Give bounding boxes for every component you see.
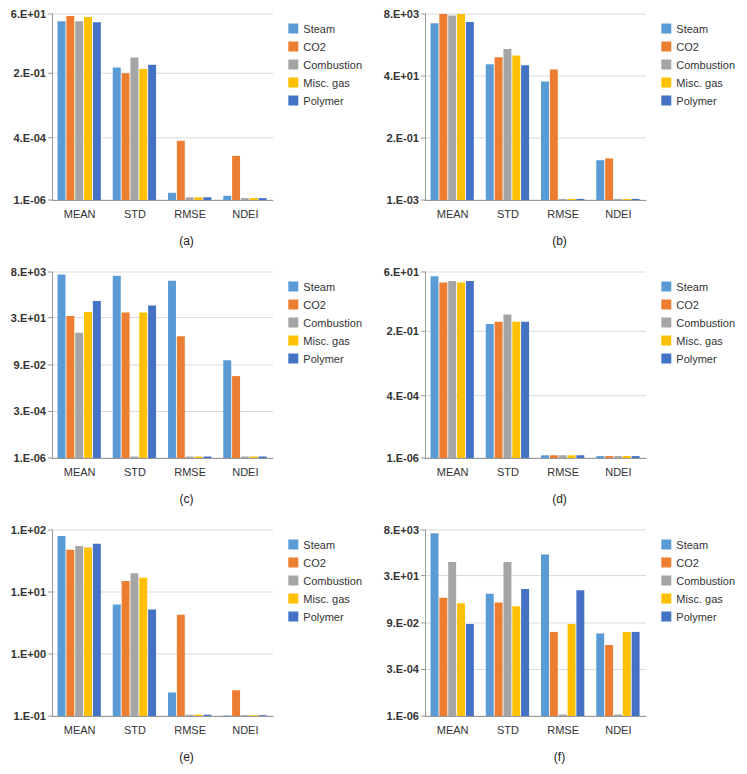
svg-text:STD: STD xyxy=(124,466,146,478)
svg-text:RMSE: RMSE xyxy=(174,466,206,478)
svg-text:2.E-01: 2.E-01 xyxy=(387,325,419,337)
svg-text:STD: STD xyxy=(124,724,146,736)
svg-text:MEAN: MEAN xyxy=(64,724,96,736)
svg-text:MEAN: MEAN xyxy=(437,724,469,736)
svg-text:CO2: CO2 xyxy=(676,557,699,569)
svg-text:Combustion: Combustion xyxy=(303,575,362,587)
svg-text:STD: STD xyxy=(497,466,519,478)
svg-text:NDEI: NDEI xyxy=(605,724,631,736)
svg-text:CO2: CO2 xyxy=(303,41,326,53)
svg-text:Combustion: Combustion xyxy=(303,317,362,329)
svg-text:Misc. gas: Misc. gas xyxy=(676,335,723,347)
svg-text:1.E-06: 1.E-06 xyxy=(14,194,46,206)
svg-text:Misc. gas: Misc. gas xyxy=(676,77,723,89)
svg-text:2.E-01: 2.E-01 xyxy=(387,132,419,144)
svg-text:RMSE: RMSE xyxy=(547,208,579,220)
svg-text:STD: STD xyxy=(497,724,519,736)
svg-text:CO2: CO2 xyxy=(303,299,326,311)
svg-text:Polymer: Polymer xyxy=(676,353,717,365)
svg-text:NDEI: NDEI xyxy=(232,724,258,736)
svg-text:RMSE: RMSE xyxy=(174,208,206,220)
svg-text:3.E+01: 3.E+01 xyxy=(11,312,46,324)
svg-text:1.E-01: 1.E-01 xyxy=(14,710,46,722)
svg-text:(f): (f) xyxy=(554,750,565,764)
svg-text:3.E-04: 3.E-04 xyxy=(14,405,47,417)
svg-text:1.E-06: 1.E-06 xyxy=(387,452,419,464)
svg-text:Polymer: Polymer xyxy=(303,353,344,365)
svg-text:MEAN: MEAN xyxy=(437,208,469,220)
svg-text:Misc. gas: Misc. gas xyxy=(303,77,350,89)
svg-text:Combustion: Combustion xyxy=(676,575,735,587)
svg-text:(c): (c) xyxy=(180,492,194,506)
svg-text:Misc. gas: Misc. gas xyxy=(303,593,350,605)
svg-text:Steam: Steam xyxy=(303,23,335,35)
svg-text:CO2: CO2 xyxy=(303,557,326,569)
svg-text:6.E+01: 6.E+01 xyxy=(11,8,46,20)
svg-text:Combustion: Combustion xyxy=(676,317,735,329)
svg-text:1.E+02: 1.E+02 xyxy=(11,524,46,536)
svg-text:Misc. gas: Misc. gas xyxy=(303,335,350,347)
svg-text:1.E-06: 1.E-06 xyxy=(387,710,419,722)
svg-text:Steam: Steam xyxy=(676,539,708,551)
svg-text:1.E-06: 1.E-06 xyxy=(14,452,46,464)
svg-text:STD: STD xyxy=(124,208,146,220)
svg-text:3.E-04: 3.E-04 xyxy=(387,663,420,675)
svg-text:(a): (a) xyxy=(179,234,194,248)
svg-text:RMSE: RMSE xyxy=(547,724,579,736)
svg-text:Polymer: Polymer xyxy=(303,95,344,107)
svg-text:Misc. gas: Misc. gas xyxy=(676,593,723,605)
svg-text:1.E+00: 1.E+00 xyxy=(11,648,46,660)
svg-text:9.E-02: 9.E-02 xyxy=(14,359,46,371)
svg-text:4.E-04: 4.E-04 xyxy=(387,390,420,402)
svg-text:3.E+01: 3.E+01 xyxy=(384,570,419,582)
svg-text:NDEI: NDEI xyxy=(605,208,631,220)
svg-text:NDEI: NDEI xyxy=(605,466,631,478)
svg-text:(d): (d) xyxy=(552,492,567,506)
svg-text:Steam: Steam xyxy=(303,281,335,293)
svg-text:Polymer: Polymer xyxy=(303,611,344,623)
svg-text:6.E+01: 6.E+01 xyxy=(384,266,419,278)
svg-text:2.E-01: 2.E-01 xyxy=(14,67,46,79)
svg-text:(b): (b) xyxy=(552,234,567,248)
svg-text:Steam: Steam xyxy=(676,23,708,35)
svg-text:8.E+03: 8.E+03 xyxy=(11,266,46,278)
svg-text:(e): (e) xyxy=(179,750,194,764)
svg-text:MEAN: MEAN xyxy=(64,466,96,478)
svg-text:RMSE: RMSE xyxy=(547,466,579,478)
svg-text:9.E-02: 9.E-02 xyxy=(387,617,419,629)
svg-text:CO2: CO2 xyxy=(676,41,699,53)
svg-text:1.E+01: 1.E+01 xyxy=(11,586,46,598)
svg-text:STD: STD xyxy=(497,208,519,220)
svg-text:8.E+03: 8.E+03 xyxy=(384,524,419,536)
svg-text:Combustion: Combustion xyxy=(303,59,362,71)
svg-text:CO2: CO2 xyxy=(676,299,699,311)
svg-text:4.E+01: 4.E+01 xyxy=(384,70,419,82)
svg-text:Combustion: Combustion xyxy=(676,59,735,71)
svg-text:MEAN: MEAN xyxy=(64,208,96,220)
svg-text:Steam: Steam xyxy=(676,281,708,293)
svg-text:1.E-03: 1.E-03 xyxy=(387,194,419,206)
svg-text:Steam: Steam xyxy=(303,539,335,551)
svg-text:NDEI: NDEI xyxy=(232,208,258,220)
svg-text:RMSE: RMSE xyxy=(174,724,206,736)
svg-text:8.E+03: 8.E+03 xyxy=(384,8,419,20)
svg-text:Polymer: Polymer xyxy=(676,95,717,107)
svg-text:4.E-04: 4.E-04 xyxy=(14,132,47,144)
svg-text:NDEI: NDEI xyxy=(232,466,258,478)
svg-text:Polymer: Polymer xyxy=(676,611,717,623)
svg-text:MEAN: MEAN xyxy=(437,466,469,478)
